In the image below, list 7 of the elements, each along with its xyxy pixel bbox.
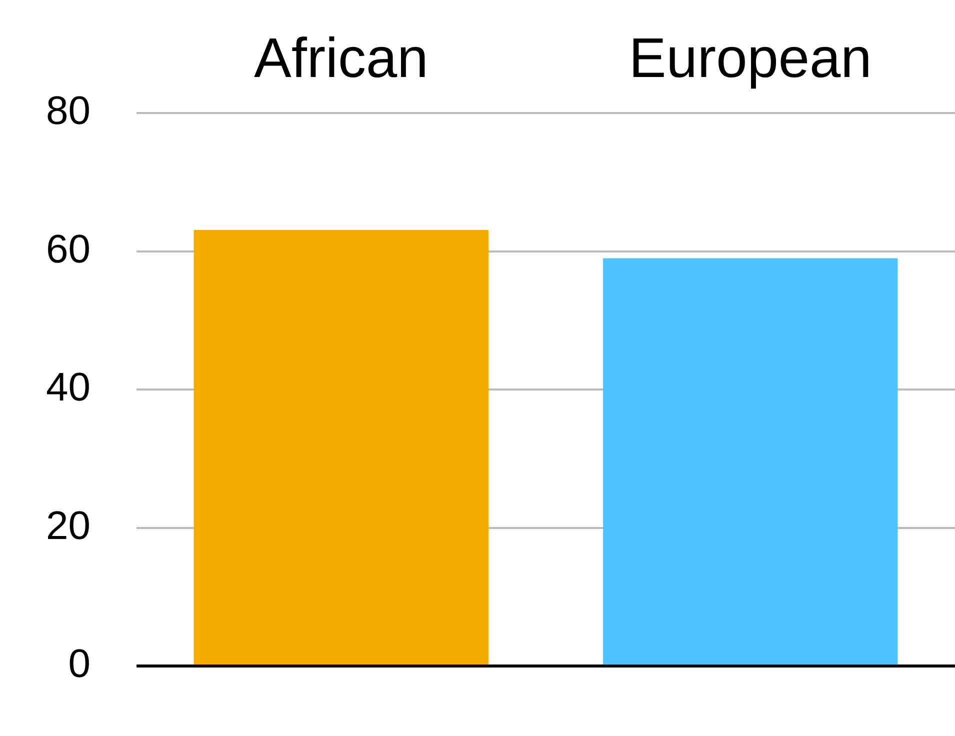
y-tick-label: 40 — [46, 366, 90, 410]
x-tick-label: European — [628, 26, 872, 90]
y-tick-label: 60 — [46, 227, 90, 272]
y-tick-label: 20 — [46, 504, 90, 548]
x-tick-label: African — [254, 26, 428, 90]
y-tick-label: 0 — [68, 642, 90, 686]
y-tick-label: 80 — [46, 89, 90, 134]
